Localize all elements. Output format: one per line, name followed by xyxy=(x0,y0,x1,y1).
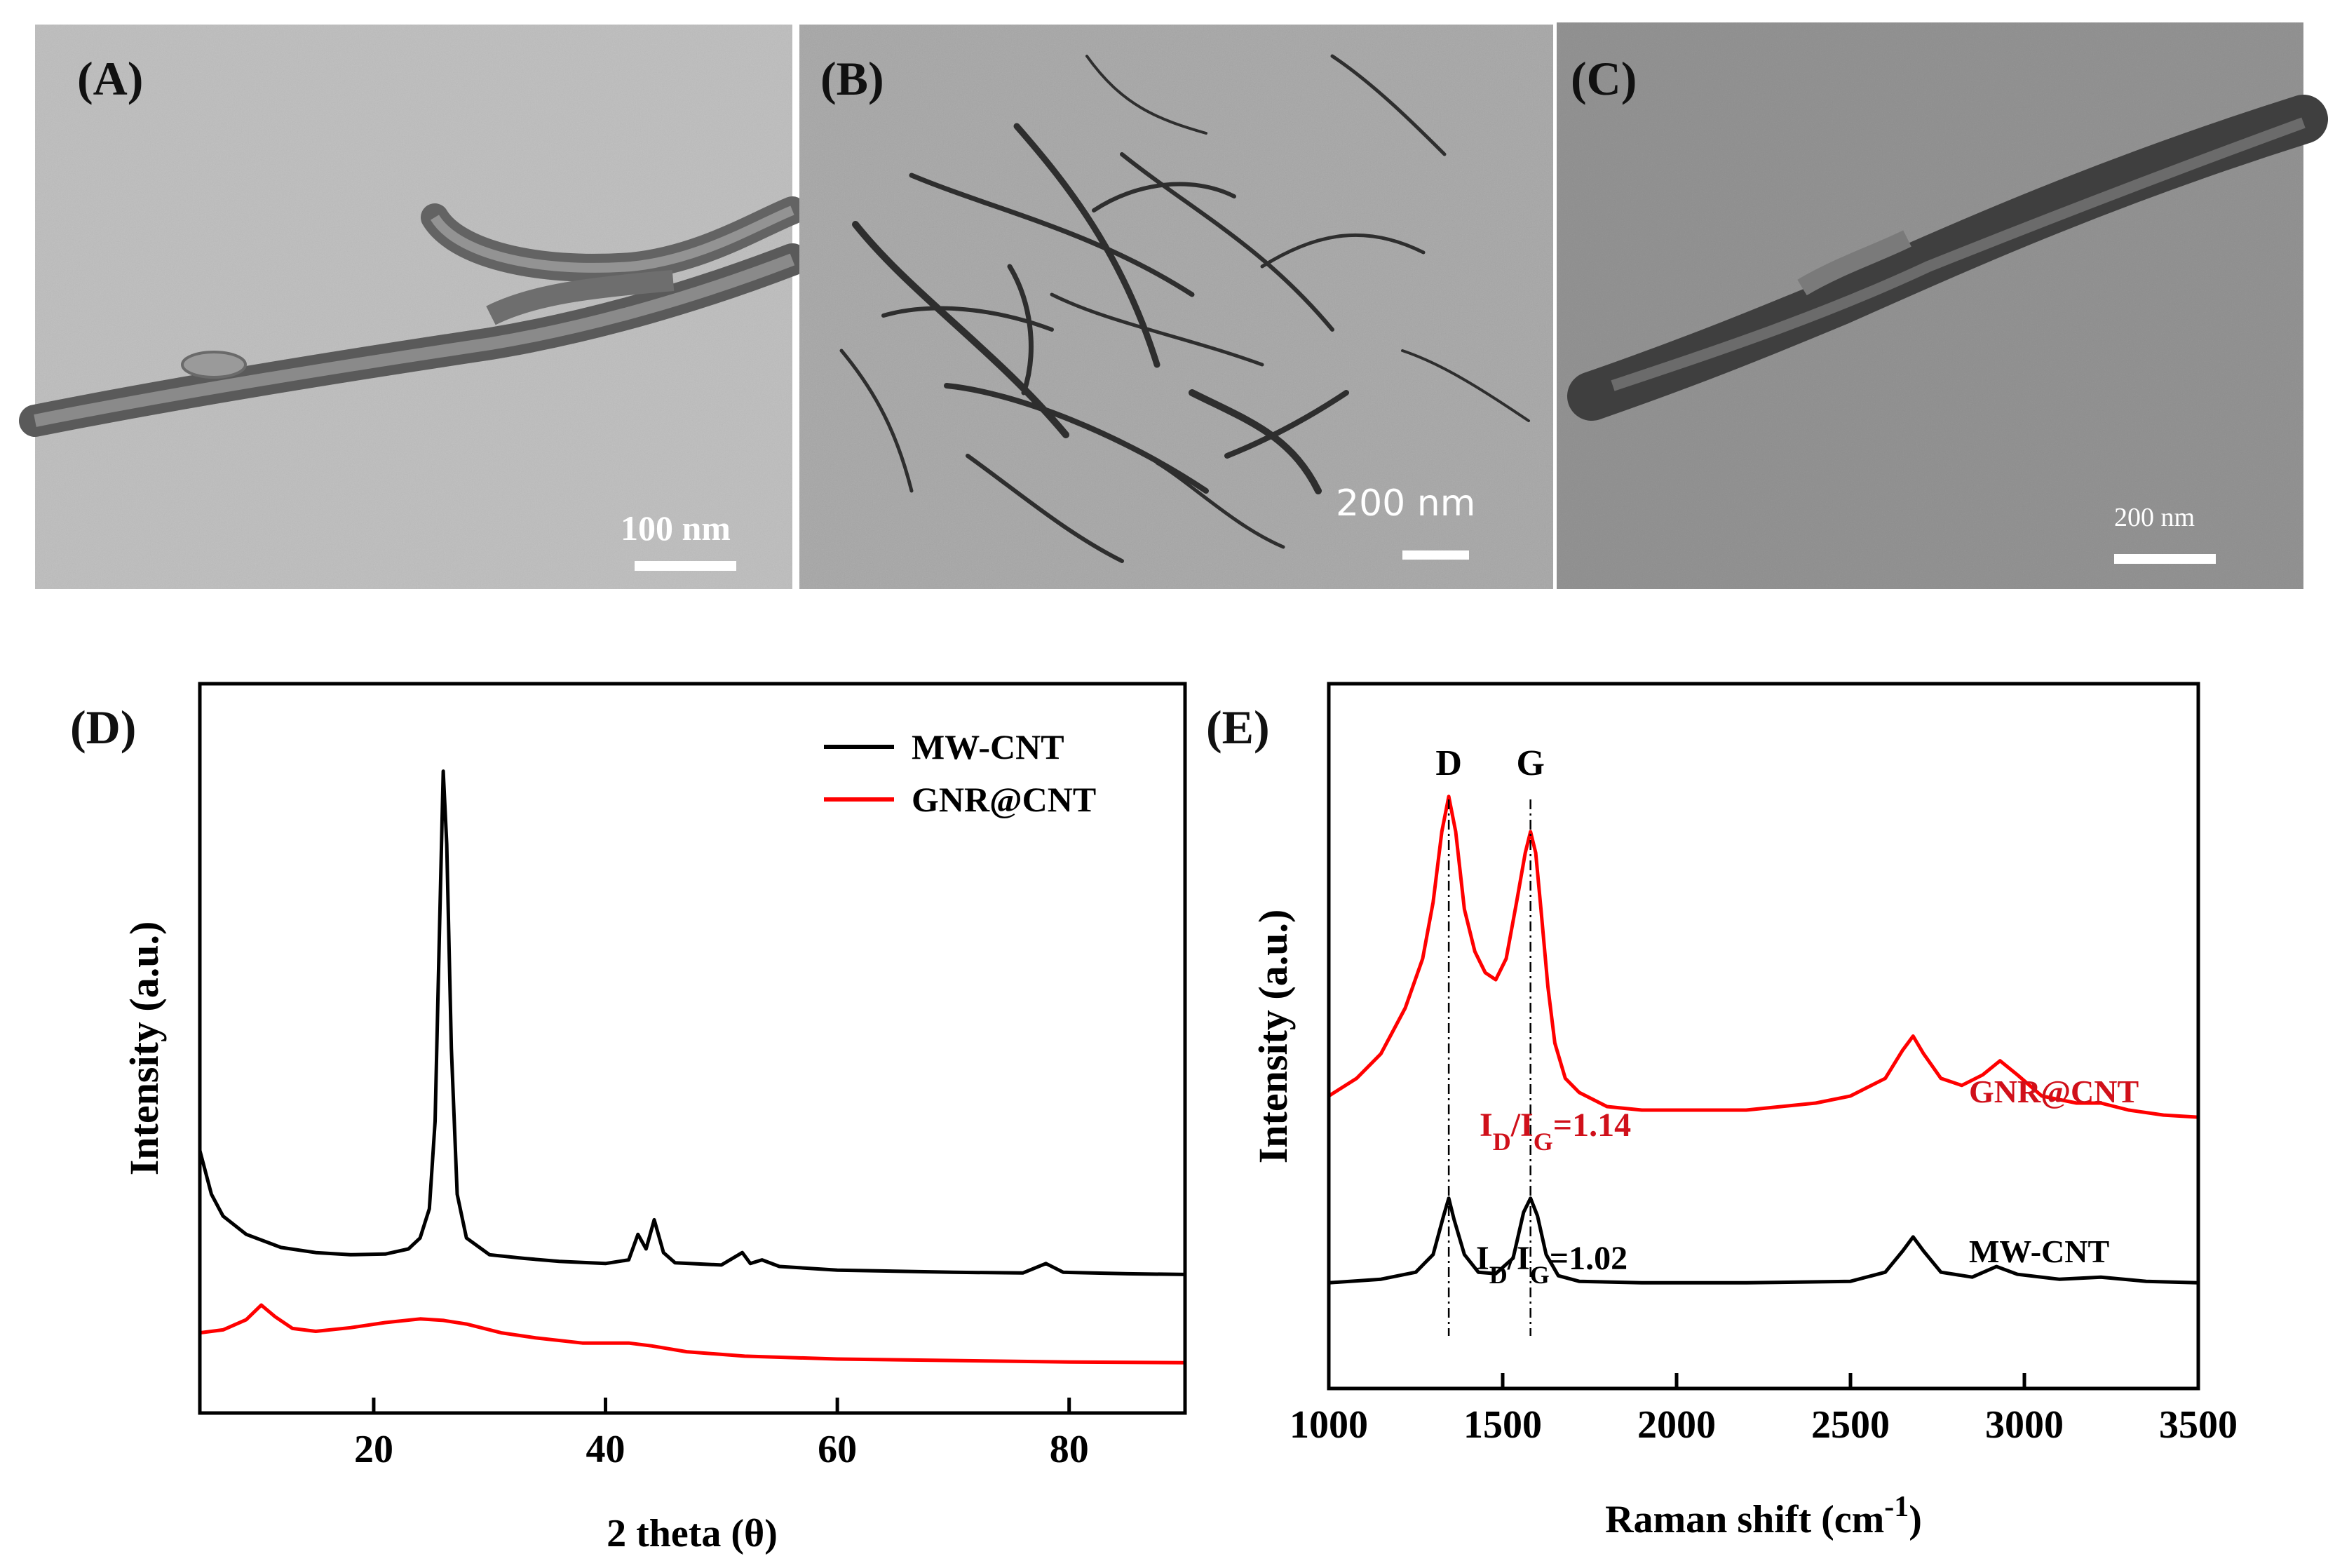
ribbon-fragment-c xyxy=(1797,230,1911,296)
chart-d-x-ticks: 20 40 60 80 xyxy=(354,1398,1089,1471)
panel-c: (C) 200 nm xyxy=(1557,22,2328,589)
annotation-gnr-ratio: ID/IG=1.14 xyxy=(1480,1107,1631,1156)
chart-d-frame xyxy=(198,682,1187,1415)
panel-c-label: (C) xyxy=(1571,52,1637,105)
debris-a xyxy=(181,351,247,379)
chart-d-ylabel: Intensity (a.u.) xyxy=(121,921,167,1176)
chart-d: (D) 20 40 60 80 2 theta (θ) Intensity (a.u.… xyxy=(70,682,1187,1555)
chart-e-plot-area xyxy=(1327,795,2199,1285)
annotation-mw-name: MW-CNT xyxy=(1969,1234,2109,1269)
x-tick-label: 3500 xyxy=(2159,1403,2238,1447)
chart-e-frame xyxy=(1327,682,2200,1391)
scale-label-c: 200 nm xyxy=(2114,503,2195,532)
panel-a: (A) 100 nm xyxy=(19,25,808,589)
scale-bar-c xyxy=(2114,554,2216,564)
scale-bar-b xyxy=(1402,550,1469,560)
panel-a-label: (A) xyxy=(77,52,143,105)
x-tick-label: 1500 xyxy=(1463,1403,1542,1447)
annotation-gnr-name: GNR@CNT xyxy=(1969,1074,2139,1109)
chart-d-legend: MW-CNT GNR@CNT xyxy=(824,727,1096,819)
legend-label-gnr: GNR@CNT xyxy=(912,780,1096,819)
x-tick-label: 1000 xyxy=(1290,1403,1368,1447)
peak-marker-label-d: D xyxy=(1435,743,1462,783)
chart-e-ylabel: Intensity (a.u.) xyxy=(1250,910,1296,1164)
series-line-mw-cnt xyxy=(198,769,1186,1276)
nanotube-a-2-core xyxy=(431,205,794,273)
series-line-gnr-cnt xyxy=(199,1303,1186,1365)
x-tick-label: 40 xyxy=(586,1428,625,1471)
x-tick-label: 60 xyxy=(818,1428,857,1471)
chart-d-plot-area xyxy=(198,769,1186,1365)
series-line-gnr-cnt xyxy=(1327,795,2199,1119)
tem-image-c-noise xyxy=(1557,22,2303,589)
panel-b-label: (B) xyxy=(820,52,884,105)
nanotube-c-core xyxy=(1611,117,2306,391)
panel-d-label: (D) xyxy=(70,701,136,754)
x-tick-label: 3000 xyxy=(1985,1403,2064,1447)
x-tick-label: 80 xyxy=(1050,1428,1089,1471)
annotation-mw-ratio: ID/IG=1.02 xyxy=(1476,1240,1627,1289)
scale-label-b: 200 nm xyxy=(1336,482,1475,525)
panel-b: (B) 200 nm xyxy=(799,25,1553,589)
x-tick-label: 20 xyxy=(354,1428,393,1471)
scale-bar-a xyxy=(635,561,736,571)
x-tick-label: 2500 xyxy=(1811,1403,1890,1447)
panel-e-label: (E) xyxy=(1206,701,1270,754)
scale-label-a: 100 nm xyxy=(621,508,731,548)
x-tick-label: 2000 xyxy=(1637,1403,1716,1447)
nanotube-network-b xyxy=(839,54,1530,563)
legend-label-mwcnt: MW-CNT xyxy=(912,727,1064,766)
chart-e-xlabel: Raman shift (cm-1) xyxy=(1605,1491,1922,1541)
nanotube-a-3 xyxy=(486,270,675,325)
nanotube-a-1-core xyxy=(34,253,795,427)
chart-e-x-ticks: 1000 1500 2000 2500 3000 3500 xyxy=(1290,1373,2238,1447)
peak-marker-label-g: G xyxy=(1516,743,1544,783)
chart-d-xlabel: 2 theta (θ) xyxy=(607,1512,778,1555)
